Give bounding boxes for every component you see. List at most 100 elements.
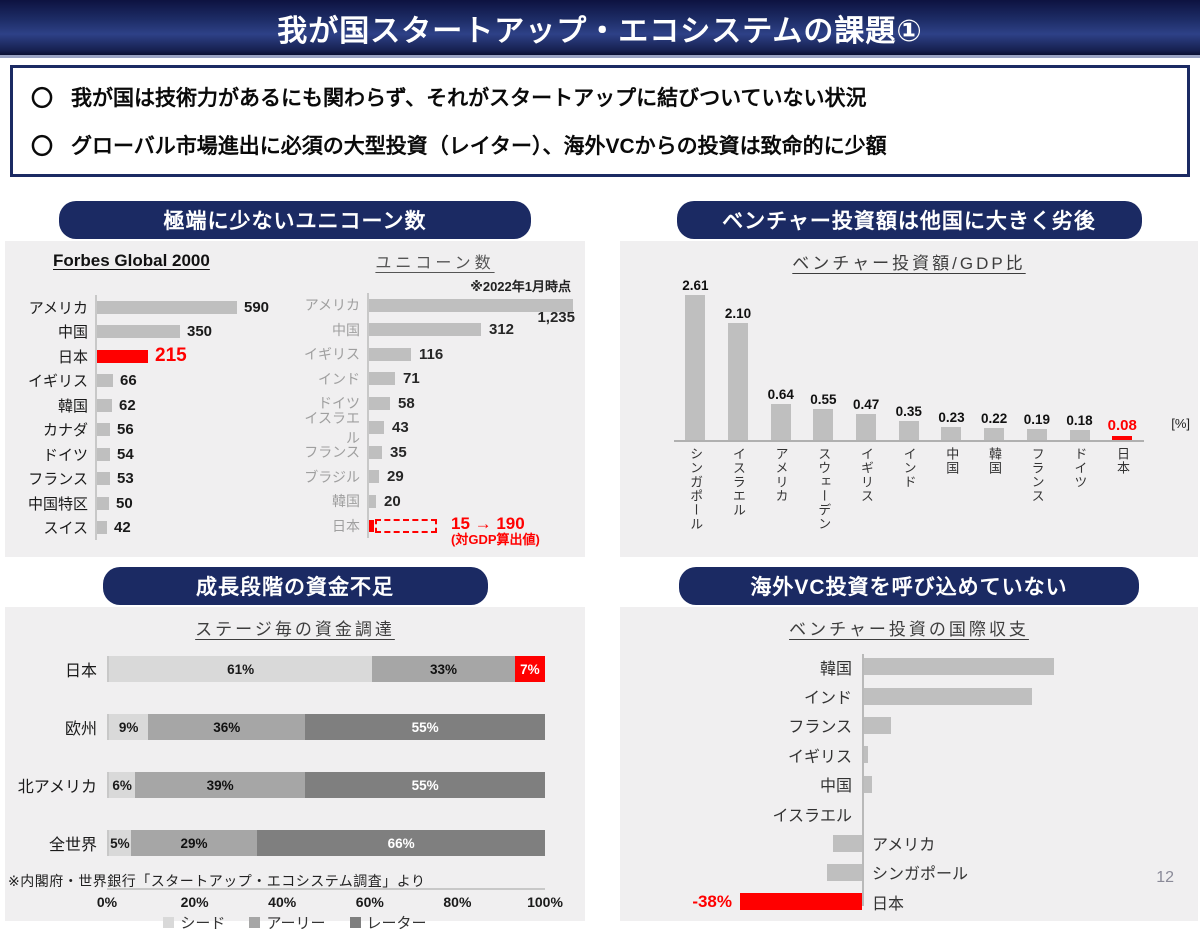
- stage-row: 北アメリカ 6% 39% 55%: [5, 772, 585, 798]
- country-label: フランス: [304, 444, 360, 461]
- segment-シード: 9%: [109, 714, 149, 740]
- category-label-wrap: フランス: [1016, 447, 1059, 531]
- value-label: 0.35: [895, 404, 922, 419]
- bar: [369, 323, 481, 337]
- balance-row: 中国: [628, 770, 1198, 799]
- balance-row: イスラエル: [628, 799, 1198, 828]
- segment-value: 36%: [213, 719, 241, 735]
- value-label: 215: [155, 345, 187, 367]
- country-label: シンガポール: [872, 866, 969, 884]
- category-label: イギリス: [858, 447, 874, 503]
- forbes-row: フランス 53: [11, 466, 291, 491]
- value-label: 42: [114, 519, 131, 537]
- stacked-bar: 61% 33% 7%: [107, 656, 545, 682]
- balance-row: イギリス: [628, 740, 1198, 769]
- stage-row: 日本 61% 33% 7%: [5, 656, 585, 682]
- value-label: 116: [419, 345, 444, 363]
- bar: [862, 716, 891, 734]
- segment-value: 29%: [180, 835, 208, 851]
- category-label: インド: [901, 447, 917, 489]
- japan-annotation: 15 → 190 (対GDP算出値): [451, 514, 540, 548]
- country-label: 韓国: [819, 660, 852, 678]
- country-label: アメリカ: [872, 837, 936, 855]
- segment-シード: 61%: [109, 656, 373, 682]
- segment-value: 39%: [206, 777, 234, 793]
- bar: [97, 300, 237, 314]
- stacked-bar: 9% 36% 55%: [107, 714, 545, 740]
- segment-value: 5%: [110, 835, 130, 851]
- country-label: 中国: [332, 321, 360, 338]
- axis-unit-label: [%]: [1171, 416, 1190, 431]
- value-label: 62: [119, 396, 136, 414]
- unicorn-row: イギリス 116: [291, 342, 579, 367]
- forbes-row: スイス 42: [11, 515, 291, 540]
- axis-tick: 0%: [96, 894, 118, 910]
- panel-header-stage: 成長段階の資金不足: [102, 567, 488, 605]
- chart-column: 0.08: [1101, 417, 1144, 440]
- country-label: イギリス: [27, 373, 88, 391]
- country-label: スイス: [43, 520, 88, 538]
- country-label: フランス: [788, 719, 852, 737]
- value-label: 0.64: [767, 387, 794, 402]
- value-label: 0.55: [810, 392, 837, 407]
- stage-row: 全世界 5% 29% 66%: [5, 830, 585, 856]
- value-label: 53: [117, 470, 134, 488]
- bar-japan-highlight: [740, 893, 862, 911]
- value-label: 56: [117, 421, 134, 439]
- segment-アーリー: 33%: [372, 656, 515, 682]
- bar: [369, 470, 379, 484]
- category-label: 韓国: [986, 447, 1002, 475]
- category-label: アメリカ: [773, 447, 789, 503]
- bar: [97, 325, 180, 339]
- page-number: 12: [1156, 869, 1174, 886]
- category-label-wrap: イギリス: [845, 447, 888, 531]
- bar: [941, 427, 962, 440]
- bullet-text-1: 我が国は技術力があるにも関わらず、それがスタートアップに結びついていない状況: [71, 87, 867, 110]
- category-label: 日本: [1115, 447, 1131, 475]
- region-label: 欧州: [64, 721, 97, 738]
- bar-track: 215: [95, 344, 291, 369]
- segment-レーター: 7%: [514, 656, 545, 682]
- chart-column: 0.55: [802, 392, 845, 440]
- bar: [97, 521, 107, 535]
- bar: [1069, 430, 1090, 440]
- axis-tick: 20%: [180, 894, 209, 910]
- bar-track: 66: [95, 368, 291, 393]
- stage-rows: 日本 61% 33% 7% 欧州 9% 36% 55% 北アメリカ 6% 39% 55% 全世界 5% 29…: [5, 656, 585, 856]
- value-label: 58: [398, 394, 415, 412]
- category-label-wrap: イスラエル: [717, 447, 760, 531]
- country-label: イギリス: [787, 748, 852, 766]
- bar: [97, 423, 110, 437]
- value-label: 0.22: [981, 411, 1008, 426]
- value-label: 1,235: [537, 309, 575, 326]
- bar: [97, 398, 112, 412]
- bar-japan-highlight: [97, 349, 148, 363]
- balance-row: インド: [628, 681, 1198, 710]
- bar-track: 56: [95, 417, 291, 442]
- value-label: 54: [117, 445, 134, 463]
- forbes-row: イギリス 66: [11, 368, 291, 393]
- unicorn-row: 日本 15 → 190 (対GDP算出値): [291, 513, 579, 547]
- bar-track: 1,235: [367, 293, 579, 326]
- unicorn-chart-note: ※2022年1月時点: [470, 279, 571, 294]
- category-label-wrap: ドイツ: [1058, 447, 1101, 531]
- segment-アーリー: 39%: [135, 772, 306, 798]
- key-points-box: 〇 我が国は技術力があるにも関わらず、それがスタートアップに結びついていない状況…: [10, 65, 1190, 177]
- segment-value: 33%: [430, 661, 458, 677]
- unicorn-row: アメリカ 1,235: [291, 293, 579, 326]
- panel-body-stage: ステージ毎の資金調達 日本 61% 33% 7% 欧州 9% 36% 55% 北アメリカ 6% 39…: [5, 607, 585, 932]
- legend-label: シード: [180, 915, 226, 932]
- country-label: アメリカ: [304, 297, 360, 314]
- forbes-row: 中国 350: [11, 319, 291, 344]
- balance-chart: 韓国 インド フランス イギリス 中国 イスラエル アメリカ シンガポール -38% 日本: [620, 652, 1198, 918]
- country-label: ドイツ: [318, 395, 360, 412]
- bar-track: 29: [367, 464, 579, 489]
- legend-swatch-icon: [249, 917, 261, 928]
- vc-gdp-bars: 2.61 2.10 0.64 0.55 0.47 0.35 0.23 0.22 0.19 0.18…: [674, 278, 1144, 440]
- legend-item: レーター: [349, 912, 427, 933]
- chart-column: 0.22: [973, 411, 1016, 440]
- category-label: スウェーデン: [816, 447, 832, 531]
- forbes-row: 韓国 62: [11, 393, 291, 418]
- category-label-wrap: 中国: [930, 447, 973, 531]
- region-label: 全世界: [48, 837, 97, 854]
